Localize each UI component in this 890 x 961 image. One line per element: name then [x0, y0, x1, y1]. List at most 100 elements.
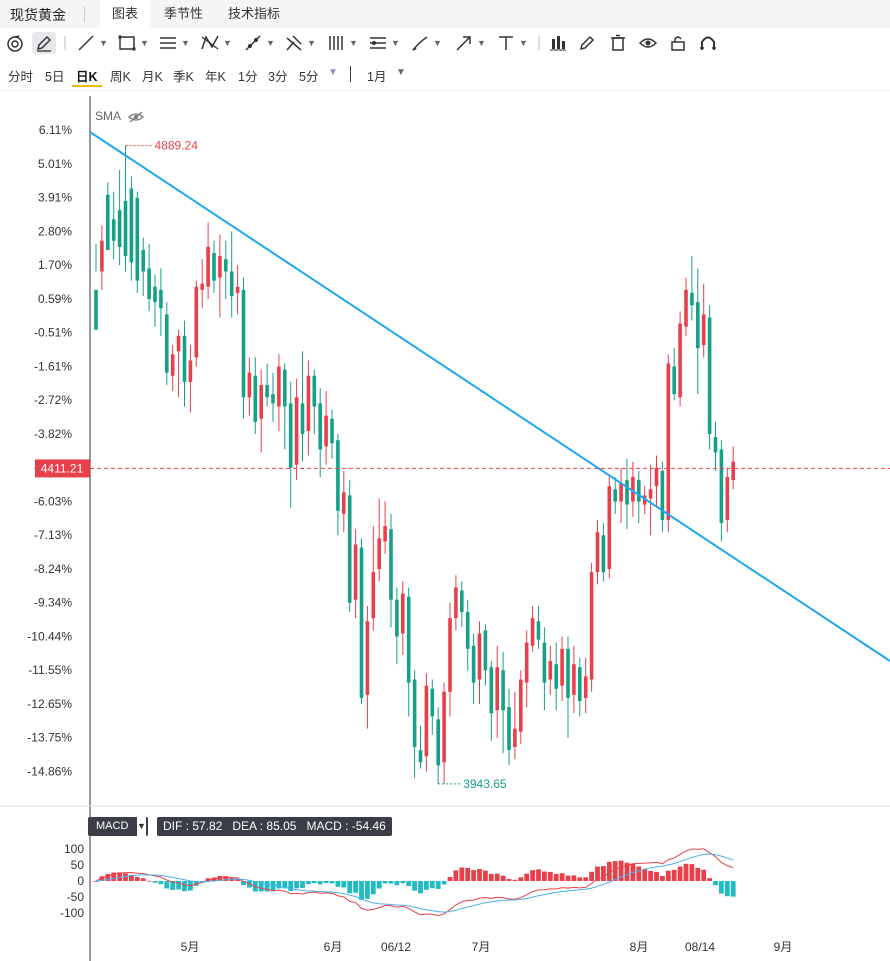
macd-selector[interactable]: MACD ▼: [88, 817, 148, 836]
measure-icon[interactable]: ▼: [368, 32, 400, 54]
magnet-u-icon[interactable]: [698, 32, 718, 54]
x-tick-label: 06/12: [381, 940, 411, 954]
macd-histogram-bar: [636, 866, 642, 881]
candle-body: [648, 489, 653, 499]
candle-body: [170, 354, 175, 376]
candle-body: [684, 289, 688, 327]
pattern-icon[interactable]: ▼: [200, 32, 232, 54]
macd-histogram-bar: [553, 873, 559, 881]
macd-caret[interactable]: ▼: [137, 817, 146, 836]
period-weekly[interactable]: 周K: [110, 70, 131, 84]
sma-indicator-label[interactable]: SMA: [95, 109, 144, 123]
candle-body: [206, 246, 210, 287]
period-intraday[interactable]: 分时: [8, 70, 34, 84]
period-3min[interactable]: 3分: [268, 70, 288, 84]
candle-body: [595, 532, 600, 573]
eye-slash-icon[interactable]: [127, 111, 144, 123]
period-more-caret[interactable]: ▼: [328, 67, 338, 78]
current-price-tag: 4411.21: [35, 459, 90, 478]
fork-icon[interactable]: ▼: [284, 32, 316, 54]
candle-body: [165, 314, 169, 373]
macd-histogram-bar: [406, 881, 412, 887]
range-select[interactable]: 1月: [367, 70, 387, 84]
fib-icon[interactable]: ▼: [329, 36, 358, 50]
parallel-lines-icon[interactable]: ▼: [160, 37, 190, 49]
macd-histogram-bar: [683, 863, 689, 881]
rectangle-icon[interactable]: ▼: [117, 32, 149, 54]
candle-body: [578, 667, 582, 701]
lock-icon[interactable]: [668, 32, 688, 54]
text-icon[interactable]: ▼: [499, 36, 528, 50]
candle-body: [365, 621, 370, 695]
candle-body: [483, 630, 488, 671]
tab-chart[interactable]: 图表: [100, 0, 151, 28]
candle-body: [300, 403, 305, 435]
period-yearly[interactable]: 年K: [205, 70, 226, 84]
period-divider: [350, 66, 351, 82]
edit-icon[interactable]: [577, 32, 597, 54]
macd-histogram-bar: [447, 877, 453, 881]
period-5day[interactable]: 5日: [45, 70, 65, 84]
candle-body: [566, 648, 570, 698]
y-tick-label: -13.75%: [27, 731, 72, 745]
candle-body: [460, 590, 464, 613]
macd-histogram-bar: [276, 881, 282, 889]
range-caret[interactable]: ▼: [396, 67, 406, 78]
tab-indicators[interactable]: 技术指标: [228, 6, 281, 21]
macd-histogram-bar: [300, 881, 305, 889]
macd-histogram-bar: [483, 870, 488, 881]
candle-body: [412, 679, 417, 748]
period-daily[interactable]: 日K: [76, 70, 98, 84]
y-tick-label: -1.61%: [34, 359, 72, 373]
pencil-icon[interactable]: [32, 32, 56, 54]
magnet-icon[interactable]: [5, 32, 25, 54]
eye-icon[interactable]: [638, 32, 658, 54]
y-tick-label: 5.01%: [38, 157, 72, 171]
macd-histogram-bar: [247, 881, 252, 888]
macd-histogram-bar: [341, 881, 347, 888]
macd-histogram-bar: [465, 867, 471, 881]
macd-histogram-bar: [294, 881, 299, 889]
trash-icon[interactable]: [608, 32, 628, 54]
macd-histogram-bar: [359, 881, 364, 900]
candle-body: [625, 480, 629, 505]
macd-histogram-bar: [719, 881, 724, 894]
macd-histogram-bar: [93, 881, 99, 882]
macd-histogram-bar: [559, 873, 565, 881]
macd-histogram-bar: [164, 881, 170, 889]
candle-body: [536, 621, 541, 640]
candle-body: [719, 449, 724, 524]
macd-histogram-bar: [282, 881, 288, 889]
candle-body: [253, 375, 258, 422]
period-5min[interactable]: 5分: [299, 70, 319, 84]
macd-histogram-bar: [347, 881, 353, 894]
macd-histogram-bar: [665, 870, 671, 881]
candle-body: [696, 302, 700, 349]
chart-canvas[interactable]: 6.11% 5.01% 3.91% 2.80% 1.70% 0.59% -0.51% -1.6…: [0, 96, 890, 961]
brush-icon[interactable]: ▼: [410, 32, 442, 54]
trend-line[interactable]: [89, 131, 890, 662]
low-marker: 3943.65: [463, 777, 507, 791]
y-tick-label: 2.80%: [38, 224, 72, 238]
indicator-icon[interactable]: [548, 32, 568, 54]
arrow-icon[interactable]: ▼: [454, 32, 486, 54]
period-1min[interactable]: 1分: [238, 70, 258, 84]
period-quarterly[interactable]: 季K: [173, 70, 194, 84]
tab-seasonality[interactable]: 季节性: [164, 6, 204, 21]
line-icon[interactable]: ▼: [76, 32, 108, 54]
macd-histogram-bar: [111, 872, 117, 881]
candle-body: [524, 642, 529, 683]
candle-body: [495, 667, 499, 711]
macd-histogram-bar: [642, 868, 648, 881]
macd-histogram-bar: [547, 871, 553, 881]
macd-histogram-bar: [542, 871, 547, 881]
y-tick-label: 0.59%: [38, 292, 72, 306]
macd-histogram-bar: [583, 877, 589, 881]
title-divider: [84, 6, 85, 22]
period-monthly[interactable]: 月K: [142, 70, 163, 84]
candle-body: [513, 728, 517, 748]
macd-histogram-bar: [365, 881, 370, 899]
x-tick-label: 8月: [630, 940, 649, 954]
candle-body: [306, 375, 311, 431]
ray-icon[interactable]: ▼: [243, 32, 275, 54]
